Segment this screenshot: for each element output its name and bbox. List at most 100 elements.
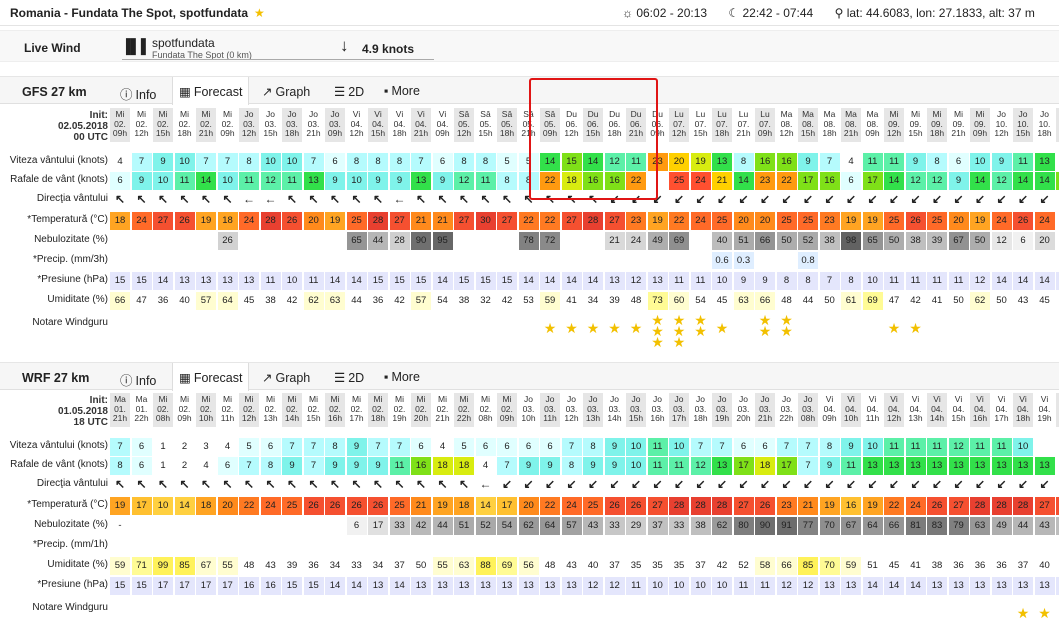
wind-speed-cell: 10 [970,153,990,171]
tab-more[interactable]: ▪ More [384,370,420,384]
wind-direction-arrow-icon: ↖ [157,477,169,491]
favorite-star-icon[interactable]: ★ [254,6,265,20]
pressure-cell: 15 [454,272,474,290]
humidity-cell: 99 [153,557,173,575]
cloud-cover-cell [454,232,474,250]
precipitation-cell [884,537,904,554]
tab-more-label: More [391,84,420,98]
gfs-model-name[interactable]: GFS 27 km [22,85,87,99]
hour-label: 18h [370,413,386,423]
humidity-cell: 62 [970,292,990,310]
day-label: Ma [823,109,836,119]
date-label: 02. [114,118,126,129]
humidity-cell: 47 [131,292,152,310]
humidity-cell: 37 [690,557,711,575]
temperature-cell: 28 [669,497,689,515]
wind-gust-cell: 14 [1013,172,1033,190]
wind-direction-arrow-icon: ↙ [652,192,663,206]
wind-speed-cell: 8 [325,438,345,456]
time-column-header: Mi 02. 12h [132,108,152,142]
wind-speed-cell: 7 [303,438,324,456]
tab-graph[interactable]: ↗ Graph [262,370,310,385]
temperature-cell: 25 [712,212,732,230]
time-column-header: Vi 04. 09h [820,393,840,427]
temperature-cell: 27 [561,212,582,230]
precipitation-cell [131,537,152,554]
tab-graph[interactable]: ↗ Graph [262,84,310,99]
wind-gust-cell: 2 [174,457,195,475]
cloud-cover-cell: 38 [819,232,840,250]
wind-speed-cell: 7 [819,153,840,171]
pressure-cell: 14 [325,577,345,595]
row-label: Umiditate (%) [47,294,108,305]
rating-star-icon: ★ ★ [780,312,793,339]
humidity-cell: 36 [991,557,1012,575]
time-column-header: Mi 09. 18h [927,108,947,142]
wind-direction-arrow-icon: ↙ [996,477,1007,491]
wind-speed-cell: 10 [669,438,689,456]
precipitation-cell [927,252,947,269]
temperature-cell: 25 [884,212,904,230]
temperature-cell: 28 [712,497,732,515]
time-column-header: Ma 01. 21h [110,393,130,427]
row-label: Viteza vântului (knots) [9,155,108,166]
time-column-header: Mi 02. 21h [433,393,453,427]
tab-more[interactable]: ▪ More [384,84,420,98]
temperature-cell: 25 [389,497,410,515]
tab-2d[interactable]: ☰ 2D [334,370,364,385]
wind-direction-arrow-icon: ↙ [695,477,706,491]
wind-gust-cell: 9 [583,457,603,475]
temperature-cell: 23 [819,212,840,230]
cloud-cover-cell [174,232,195,250]
station-link[interactable]: spotfundata [152,36,215,50]
hour-label: 10h [521,413,536,423]
tab-forecast[interactable]: ▦ Forecast [172,363,250,391]
temperature-cell: 19 [325,212,345,230]
tab-graph-label: Graph [275,85,311,99]
pressure-cell: 15 [389,272,410,290]
precipitation-cell [131,252,152,269]
date-label: 04. [845,403,857,414]
rating-star-icon: ★ [543,320,557,336]
hour-label: 21h [843,128,859,138]
tab-2d[interactable]: ☰ 2D [334,84,364,99]
humidity-cell: 59 [110,557,130,575]
init-line: 18 UTC [73,417,108,428]
wind-gust-cell: 10 [626,457,646,475]
wind-speed-cell: 2 [174,438,195,456]
pressure-cell: 14 [518,272,539,290]
time-column-header: Mi 09. 09h [970,108,990,142]
cloud-cover-cell: 90 [755,517,775,535]
wind-direction-arrow-icon: ↖ [200,477,212,491]
row-label: Direcţia vântului [36,193,108,204]
time-column-header: Ma 08. 18h [820,108,840,142]
day-label: Lu [717,109,727,119]
wind-direction-arrow-icon: ↖ [286,192,298,206]
hour-label: 19h [714,413,730,423]
temperature-cell: 24 [690,212,711,230]
precipitation-cell [604,252,625,269]
wind-speed-cell: 8 [819,438,840,456]
wind-direction-arrow-icon: ↙ [802,477,814,491]
tab-forecast[interactable]: ▦ Forecast [172,77,250,105]
wind-gust-cell: 9 [325,457,345,475]
wind-direction-arrow-icon: ↙ [781,477,792,491]
pressure-cell: 9 [733,272,754,290]
precipitation-cell [927,537,947,554]
wind-speed-cell: 8 [346,153,367,171]
pressure-cell: 13 [647,272,668,290]
date-label: 07. [737,118,750,129]
day-label: Du [630,109,642,119]
date-label: 04. [866,403,879,414]
2d-icon: ☰ [334,371,346,385]
pressure-cell: 13 [239,272,259,290]
temperature-cell: 26 [346,497,367,515]
tab-info[interactable]: ⓘ Info [120,370,156,389]
graph-icon: ↗ [262,85,273,99]
hour-label: 18h [499,128,515,138]
time-column-header: Jo 03. 20h [734,393,754,427]
wrf-model-name[interactable]: WRF 27 km [22,371,90,385]
pressure-cell: 10 [712,577,732,595]
tab-info[interactable]: ⓘ Info [120,84,156,103]
day-label: Lu [695,109,706,119]
